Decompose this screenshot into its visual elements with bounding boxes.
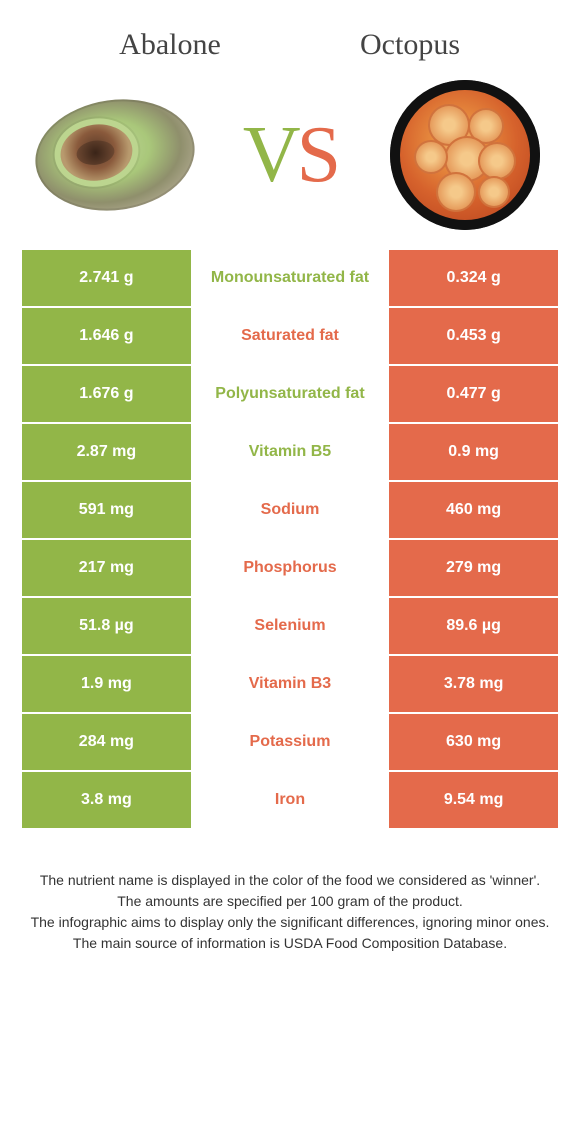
- vs-label: VS: [243, 110, 337, 201]
- right-value: 0.9 mg: [389, 424, 558, 480]
- vs-s: S: [297, 111, 338, 199]
- right-value: 0.453 g: [389, 308, 558, 364]
- nutrient-label: Phosphorus: [193, 540, 387, 596]
- table-row: 591 mgSodium460 mg: [22, 482, 558, 538]
- left-value: 284 mg: [22, 714, 191, 770]
- right-value: 3.78 mg: [389, 656, 558, 712]
- table-row: 2.87 mgVitamin B50.9 mg: [22, 424, 558, 480]
- title-row: Abalone Octopus: [0, 0, 580, 70]
- left-value: 51.8 µg: [22, 598, 191, 654]
- left-food-title: Abalone: [50, 28, 290, 62]
- table-row: 217 mgPhosphorus279 mg: [22, 540, 558, 596]
- footer-line: The infographic aims to display only the…: [30, 912, 550, 933]
- left-food-image: [30, 90, 200, 220]
- left-value: 3.8 mg: [22, 772, 191, 828]
- right-value: 89.6 µg: [389, 598, 558, 654]
- nutrient-label: Selenium: [193, 598, 387, 654]
- nutrient-label: Polyunsaturated fat: [193, 366, 387, 422]
- table-row: 1.676 gPolyunsaturated fat0.477 g: [22, 366, 558, 422]
- left-value: 1.9 mg: [22, 656, 191, 712]
- octopus-icon: [390, 80, 540, 230]
- left-value: 1.646 g: [22, 308, 191, 364]
- table-row: 51.8 µgSelenium89.6 µg: [22, 598, 558, 654]
- nutrient-label: Potassium: [193, 714, 387, 770]
- table-row: 2.741 gMonounsaturated fat0.324 g: [22, 250, 558, 306]
- nutrient-label: Vitamin B5: [193, 424, 387, 480]
- nutrient-label: Saturated fat: [193, 308, 387, 364]
- footer-line: The amounts are specified per 100 gram o…: [30, 891, 550, 912]
- right-value: 0.324 g: [389, 250, 558, 306]
- right-value: 630 mg: [389, 714, 558, 770]
- right-value: 460 mg: [389, 482, 558, 538]
- comparison-tbody: 2.741 gMonounsaturated fat0.324 g1.646 g…: [22, 250, 558, 828]
- right-value: 0.477 g: [389, 366, 558, 422]
- table-row: 284 mgPotassium630 mg: [22, 714, 558, 770]
- nutrient-label: Vitamin B3: [193, 656, 387, 712]
- left-value: 1.676 g: [22, 366, 191, 422]
- table-row: 1.9 mgVitamin B33.78 mg: [22, 656, 558, 712]
- left-value: 2.87 mg: [22, 424, 191, 480]
- nutrient-label: Iron: [193, 772, 387, 828]
- right-value: 279 mg: [389, 540, 558, 596]
- left-value: 591 mg: [22, 482, 191, 538]
- table-row: 1.646 gSaturated fat0.453 g: [22, 308, 558, 364]
- left-value: 2.741 g: [22, 250, 191, 306]
- footer-line: The nutrient name is displayed in the co…: [30, 870, 550, 891]
- nutrient-label: Monounsaturated fat: [193, 250, 387, 306]
- right-food-image: [380, 90, 550, 220]
- table-row: 3.8 mgIron9.54 mg: [22, 772, 558, 828]
- footer-line: The main source of information is USDA F…: [30, 933, 550, 954]
- footer-notes: The nutrient name is displayed in the co…: [30, 870, 550, 954]
- left-value: 217 mg: [22, 540, 191, 596]
- vs-v: V: [243, 111, 297, 199]
- comparison-table: 2.741 gMonounsaturated fat0.324 g1.646 g…: [20, 248, 560, 830]
- right-food-title: Octopus: [290, 28, 530, 62]
- abalone-icon: [28, 89, 202, 220]
- right-value: 9.54 mg: [389, 772, 558, 828]
- hero-row: VS: [0, 70, 580, 248]
- nutrient-label: Sodium: [193, 482, 387, 538]
